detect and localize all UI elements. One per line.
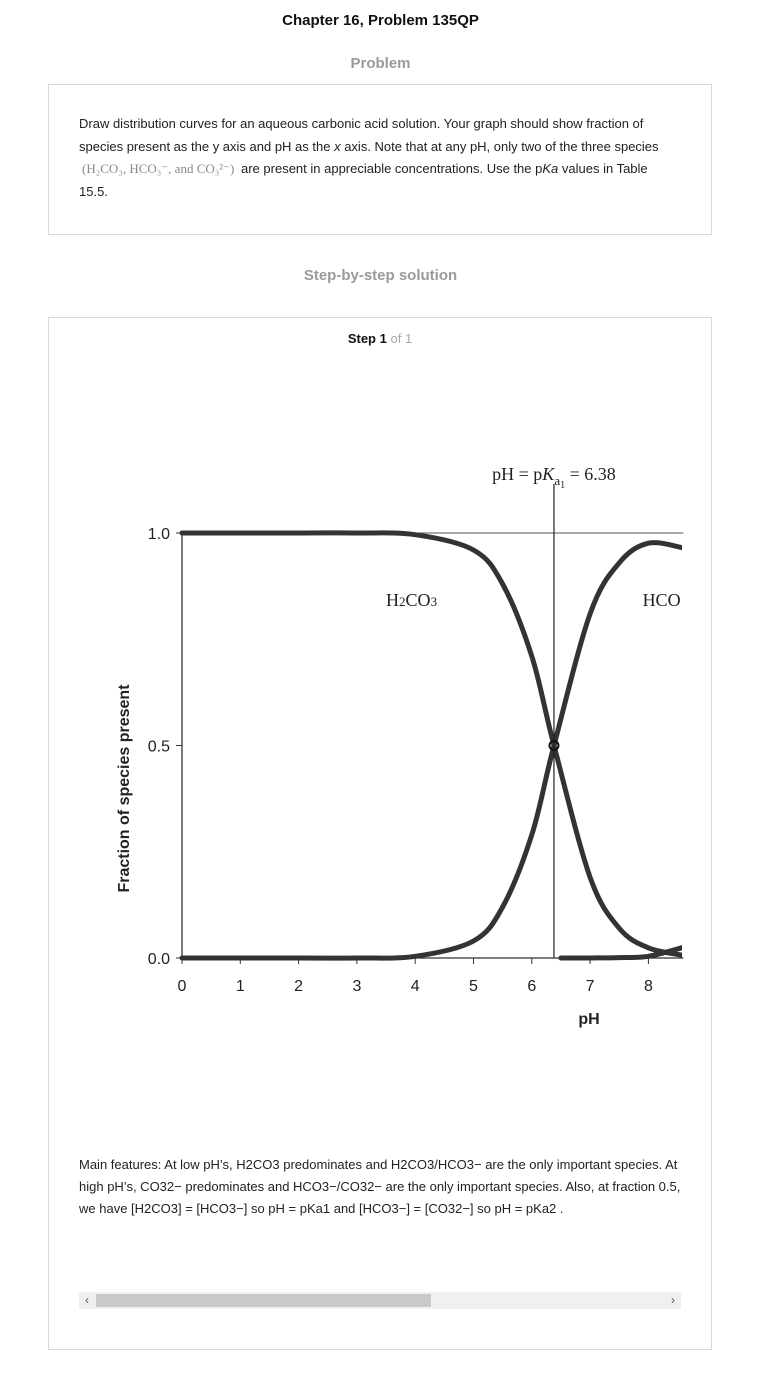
problem-ka-word: Ka bbox=[542, 161, 559, 176]
scroll-right-icon[interactable]: › bbox=[671, 1293, 675, 1307]
x-tick-label: 1 bbox=[236, 978, 245, 995]
hco3-label-group: HCO bbox=[643, 590, 681, 610]
h2co3-label-part: H bbox=[386, 590, 399, 610]
x-tick-label: 5 bbox=[469, 978, 478, 995]
pka1-annotation-part: pH = p bbox=[492, 464, 542, 484]
scroll-left-icon[interactable]: ‹ bbox=[85, 1293, 89, 1307]
pka1-annotation-part: = 6.38 bbox=[565, 464, 616, 484]
horizontal-scrollbar[interactable]: ‹ › bbox=[79, 1292, 681, 1309]
y-tick-label: 1.0 bbox=[148, 526, 170, 543]
pka1-annotation-part: K bbox=[541, 464, 555, 484]
problem-text-part-2: axis. Note that at any pH, only two of t… bbox=[340, 138, 659, 154]
x-axis-label: pH bbox=[578, 1011, 599, 1028]
distribution-chart: 0.0 0.5 1.0 0 1 2 3 4 5 6 7 8 pH Fraction of species … bbox=[116, 464, 684, 1028]
x-tick-label: 4 bbox=[411, 978, 420, 995]
pka1-annotation-part: 1 bbox=[560, 480, 565, 491]
x-tick-label: 3 bbox=[352, 978, 361, 995]
x-tick-label: 8 bbox=[644, 978, 653, 995]
h2co3-label-part: 2 bbox=[399, 594, 406, 609]
problem-card: Draw distribution curves for an aqueous … bbox=[48, 84, 712, 235]
problem-x-word: x bbox=[334, 138, 341, 154]
x-tick-label: 2 bbox=[294, 978, 303, 995]
problem-species-formula: (H₂CO₃, HCO₃⁻, and CO₃²⁻) bbox=[82, 161, 235, 176]
y-tick-label: 0.0 bbox=[148, 951, 170, 968]
pka1-annotation-part: a bbox=[554, 473, 560, 488]
problem-text-part-3: are present in appreciable concentration… bbox=[237, 161, 543, 176]
x-tick-label: 6 bbox=[527, 978, 536, 995]
step-word: Step bbox=[347, 331, 376, 346]
y-tick-label: 0.5 bbox=[148, 739, 170, 756]
problem-text: Draw distribution curves for an aqueous … bbox=[79, 113, 679, 203]
step-total: of 1 bbox=[390, 331, 413, 346]
problem-text-part-1: Draw distribution curves for an aqueous … bbox=[79, 116, 644, 154]
solution-heading: Step-by-step solution bbox=[303, 267, 458, 284]
scroll-thumb[interactable] bbox=[96, 1294, 431, 1307]
step-indicator: Step 1 of 1 bbox=[49, 331, 711, 346]
step-number: 1 bbox=[379, 331, 387, 346]
co3-curve bbox=[558, 945, 682, 961]
h2co3-label-part: CO bbox=[406, 590, 431, 610]
h2co3-label-part: 3 bbox=[431, 594, 438, 609]
main-features-text: Main features: At low pH’s, H2CO3 predom… bbox=[79, 1157, 681, 1216]
problem-text-part-4: values in Table 15.5. bbox=[79, 161, 648, 199]
solution-card: Step 1 of 1 0.0 0.5 1.0 0 1 2 3 4 5 6 7 8 pH Fraction… bbox=[48, 317, 712, 1350]
pka1-annotation: pH = pKa1 = 6.38 bbox=[492, 464, 616, 491]
problem-heading: Problem bbox=[350, 55, 411, 72]
h2co3-curve bbox=[179, 530, 682, 958]
h2co3-series-label: H2CO3 bbox=[386, 590, 437, 610]
x-tick-label: 7 bbox=[586, 978, 595, 995]
crossing-point-marker bbox=[548, 740, 560, 751]
hco3-curve bbox=[179, 540, 682, 961]
hco3-series-label: HCO bbox=[643, 590, 681, 610]
x-tick-label: 0 bbox=[178, 978, 187, 995]
y-axis-label: Fraction of species present bbox=[116, 684, 133, 893]
page-title: Chapter 16, Problem 135QP bbox=[282, 12, 479, 29]
